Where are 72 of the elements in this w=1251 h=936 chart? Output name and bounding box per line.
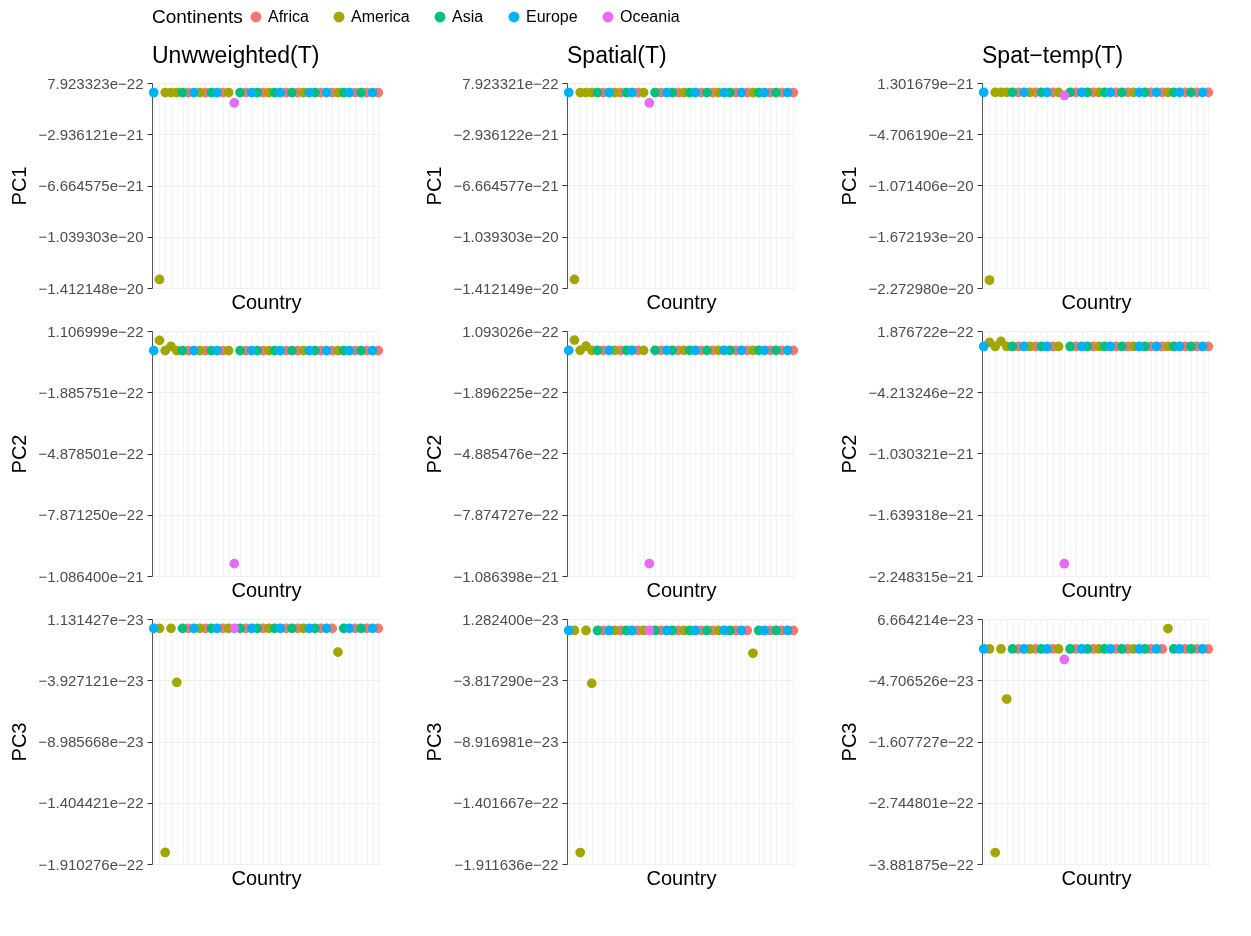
legend-label: Asia xyxy=(452,8,484,25)
y-axis-title: PC1 xyxy=(423,166,446,206)
y-tick-label: 1.301679e−21 xyxy=(877,74,974,92)
x-axis-title: Country xyxy=(646,866,717,889)
legend-label: Africa xyxy=(268,8,309,25)
y-axis-title: PC3 xyxy=(8,722,31,762)
y-tick-label: −1.030321e−21 xyxy=(868,445,974,462)
chart-title: Spat−temp(T) xyxy=(982,42,1124,68)
y-tick-label: −1.086400e−21 xyxy=(38,567,144,585)
y-tick-label: −4.706190e−21 xyxy=(868,125,974,143)
y-tick-label: −8.985668e−23 xyxy=(38,733,144,750)
y-axis-title: PC1 xyxy=(8,166,31,206)
y-tick-label: −3.881875e−22 xyxy=(868,855,974,873)
chart-title: Unwweighted(T) xyxy=(152,42,320,68)
legend-label: Oceania xyxy=(620,8,680,25)
y-tick-label: −4.878501e−22 xyxy=(38,445,144,462)
y-tick-label: −3.927121e−23 xyxy=(38,671,144,689)
y-tick-label: −1.401667e−22 xyxy=(453,794,559,812)
y-tick-label: −3.817290e−23 xyxy=(453,671,559,689)
x-axis-title: Country xyxy=(1061,578,1132,601)
y-axis-title: PC3 xyxy=(423,722,446,762)
y-tick-label: −1.910276e−22 xyxy=(38,855,144,873)
y-tick-label: −2.936122e−21 xyxy=(453,125,559,143)
chart-title: Spatial(T) xyxy=(567,42,667,68)
y-tick-label: 6.664214e−23 xyxy=(877,610,974,628)
y-tick-label: −2.248315e−21 xyxy=(868,567,974,585)
y-tick-label: −1.404421e−22 xyxy=(38,794,144,812)
x-axis-title: Country xyxy=(231,866,302,889)
x-axis-title: Country xyxy=(1061,866,1132,889)
y-tick-label: −1.911636e−22 xyxy=(454,855,559,873)
legend-label: Europe xyxy=(526,8,578,25)
y-tick-label: −1.412148e−20 xyxy=(38,279,144,297)
y-axis-title: PC2 xyxy=(838,434,861,474)
x-axis-title: Country xyxy=(646,578,717,601)
y-tick-label: 1.876722e−22 xyxy=(877,322,974,340)
y-tick-label: −1.607727e−22 xyxy=(868,733,974,750)
y-tick-label: −4.706526e−23 xyxy=(868,671,974,689)
y-axis-title: PC2 xyxy=(423,434,446,474)
y-tick-label: 1.093026e−22 xyxy=(462,322,559,340)
y-tick-label: −8.916981e−23 xyxy=(453,733,559,750)
x-axis-title: Country xyxy=(231,578,302,601)
y-tick-label: −1.071406e−20 xyxy=(868,177,974,194)
y-tick-label: 1.131427e−23 xyxy=(47,610,144,628)
y-tick-label: −2.272980e−20 xyxy=(868,279,974,297)
y-tick-label: 1.282400e−23 xyxy=(462,610,559,628)
legend-label: America xyxy=(351,8,410,25)
x-axis-title: Country xyxy=(646,290,717,313)
x-axis-title: Country xyxy=(1061,290,1132,313)
y-tick-label: −1.039303e−20 xyxy=(453,228,559,246)
y-tick-label: −1.885751e−22 xyxy=(38,383,144,401)
y-tick-label: −4.213246e−22 xyxy=(868,383,974,401)
legend-title: Continents xyxy=(152,6,243,27)
y-tick-label: −6.664575e−21 xyxy=(38,177,144,194)
y-axis-title: PC1 xyxy=(838,166,861,206)
y-axis-title: PC2 xyxy=(8,434,31,474)
y-tick-label: −1.896225e−22 xyxy=(453,383,559,401)
y-tick-label: −6.664577e−21 xyxy=(453,177,559,194)
y-tick-label: −1.672193e−20 xyxy=(868,228,974,246)
y-tick-label: −2.744801e−22 xyxy=(868,794,974,812)
y-axis-title: PC3 xyxy=(838,722,861,762)
y-tick-label: −4.885476e−22 xyxy=(453,445,559,462)
y-tick-label: −7.871250e−22 xyxy=(38,506,144,524)
y-tick-label: 7.923321e−22 xyxy=(462,74,559,92)
y-tick-label: 7.923323e−22 xyxy=(47,74,144,92)
y-tick-label: −1.039303e−20 xyxy=(38,228,144,246)
y-tick-label: −1.086398e−21 xyxy=(453,567,559,585)
y-tick-label: −1.412149e−20 xyxy=(453,279,559,297)
y-tick-label: −2.936121e−21 xyxy=(38,125,144,143)
x-axis-title: Country xyxy=(231,290,302,313)
y-tick-label: 1.106999e−22 xyxy=(47,322,144,340)
y-tick-label: −1.639318e−21 xyxy=(868,506,974,524)
y-tick-label: −7.874727e−22 xyxy=(453,506,559,524)
